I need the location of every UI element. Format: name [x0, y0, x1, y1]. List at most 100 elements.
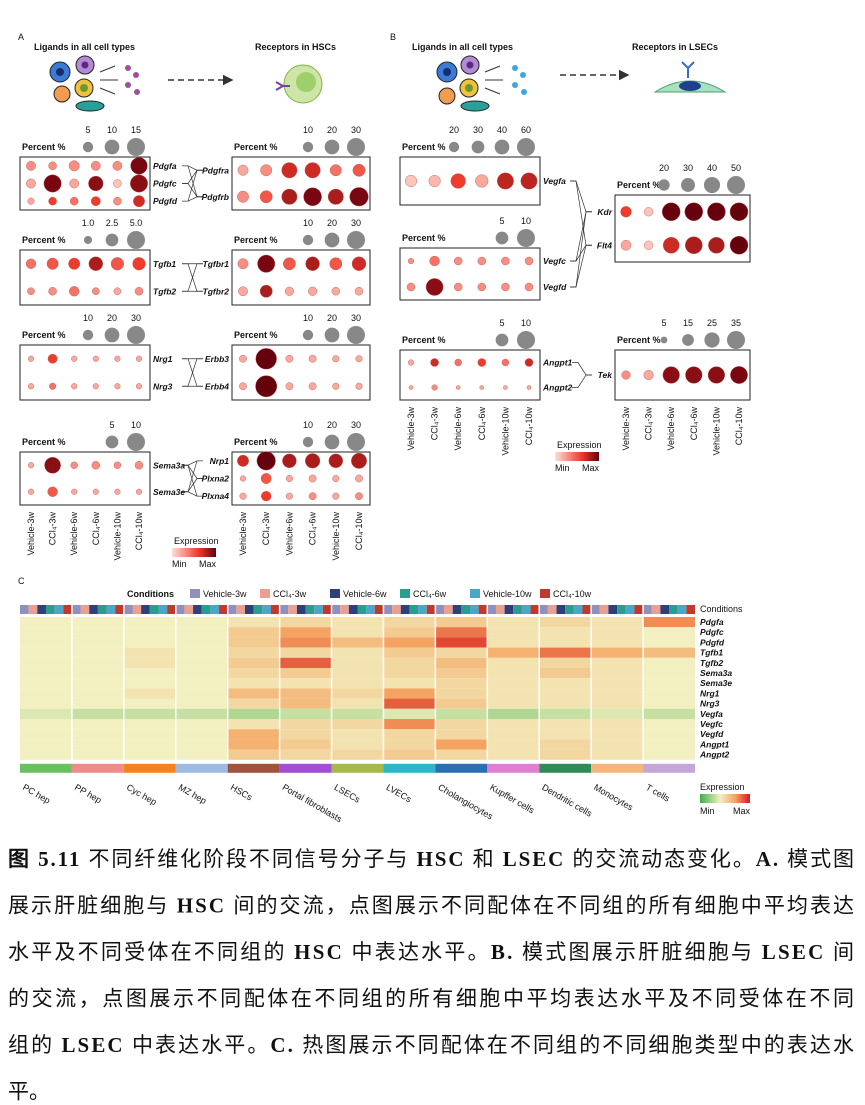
caption-segment: 水平及不同受体在不同组的	[8, 940, 292, 964]
heatmap-cell	[279, 698, 332, 709]
heatmap-cell	[331, 749, 384, 760]
condition-name: Vehicle-6w	[343, 589, 387, 599]
heatmap-cell	[20, 647, 72, 658]
dot	[477, 256, 487, 266]
legend-size-dot	[704, 332, 720, 348]
cell-type-label: Monocytes	[592, 782, 635, 813]
panel-subtitle: Ligands in all cell types	[412, 42, 513, 52]
condition-strip-cell	[539, 605, 548, 614]
strip-label: Conditions	[700, 604, 743, 614]
dot	[354, 287, 364, 296]
dot	[643, 207, 654, 217]
condition-strip-cell	[383, 605, 393, 614]
legend-tick-label: 10	[303, 218, 313, 228]
dot	[284, 286, 294, 296]
legend-max: Max	[582, 463, 600, 473]
dot	[27, 488, 35, 495]
heatmap-cell	[435, 617, 488, 628]
heatmap-cell	[71, 698, 124, 709]
gene-label: Tgfb2	[153, 286, 176, 296]
condition-strip-cell	[20, 605, 29, 614]
heatmap-cell	[383, 688, 436, 699]
heatmap-cell	[643, 668, 695, 679]
dot	[524, 282, 534, 292]
dot	[255, 375, 278, 398]
condition-strip-cell	[504, 605, 514, 614]
legend-tick-label: 5	[499, 216, 504, 226]
condition-strip-cell	[530, 605, 540, 614]
legend-max: Max	[199, 559, 217, 569]
cell-type-label: PP hep	[73, 782, 103, 805]
gene-label: Nrg3	[700, 699, 720, 709]
condition-strip-cell	[435, 605, 445, 614]
condition-strip-cell	[487, 605, 496, 614]
x-label: CCl₄-3w	[644, 407, 654, 441]
dot	[44, 457, 61, 474]
heatmap-cell	[383, 668, 436, 679]
legend-size-dot	[703, 176, 721, 194]
dot	[308, 492, 317, 501]
panel-subtitle: Receptors in HSCs	[255, 42, 336, 52]
heatmap-cell	[643, 749, 695, 760]
dot	[453, 282, 463, 292]
legend-label: Percent %	[234, 235, 278, 245]
condition-strip-cell	[617, 605, 626, 614]
legend-tick-label: 10	[303, 420, 313, 430]
link	[572, 362, 592, 376]
legend-title: Expression	[700, 782, 745, 792]
legend-tick-label: 30	[351, 420, 361, 430]
dot	[27, 287, 35, 296]
dot	[285, 354, 294, 363]
heatmap-cell	[435, 698, 488, 709]
dot	[88, 175, 104, 192]
x-label: Vehicle-10w	[112, 512, 122, 561]
dot-plot-box	[19, 249, 151, 306]
gene-label: Angpt1	[542, 358, 573, 368]
condition-strip-cell	[348, 605, 358, 614]
dot	[355, 492, 363, 501]
gene-label: Pdgfc	[153, 179, 177, 189]
dot	[69, 286, 80, 297]
dot	[46, 257, 59, 270]
heatmap-cell	[123, 698, 176, 709]
condition-strip-cell	[669, 605, 678, 614]
dot	[68, 160, 80, 172]
legend-tick-label: 5.0	[130, 218, 143, 228]
condition-strip-cell	[400, 605, 410, 614]
caption-segment: 的交流，点图展示不同配体在不同组的所有细胞中平均表达水平及不同受体在不同	[8, 987, 854, 1011]
heatmap-cell	[487, 647, 540, 658]
condition-swatch	[540, 589, 550, 598]
legend-tick-label: 10	[521, 216, 531, 226]
dot	[260, 473, 272, 484]
dot	[92, 383, 99, 390]
gene-label: Vegfc	[543, 256, 566, 266]
condition-strip-cell	[184, 605, 194, 614]
heatmap-cell	[71, 678, 124, 689]
legend-tick-label: 10	[83, 313, 93, 323]
dot	[308, 474, 317, 483]
dot	[25, 258, 37, 269]
dot	[113, 287, 122, 296]
gene-label: Pdgfd	[700, 637, 725, 647]
x-label: CCl₄-10w	[524, 407, 534, 446]
heatmap-cell	[383, 647, 436, 658]
dot	[431, 384, 438, 391]
cell-type-strip	[643, 763, 695, 773]
condition-strip-cell	[409, 605, 419, 614]
dot	[407, 359, 415, 366]
dot	[305, 453, 321, 469]
x-label: Vehicle-3w	[238, 512, 248, 556]
heatmap-cell	[71, 739, 124, 750]
dot	[429, 255, 440, 267]
heatmap-cell	[71, 647, 124, 658]
gene-label: Flt4	[597, 240, 612, 250]
dot	[501, 282, 510, 292]
cell-type-label: MZ hep	[177, 782, 208, 806]
dot	[71, 355, 78, 362]
condition-strip-cell	[357, 605, 367, 614]
link	[572, 374, 592, 388]
heatmap-cell	[643, 627, 695, 638]
cell-type-strip	[487, 763, 540, 773]
dot	[328, 453, 343, 469]
heatmap-cell	[227, 719, 280, 730]
